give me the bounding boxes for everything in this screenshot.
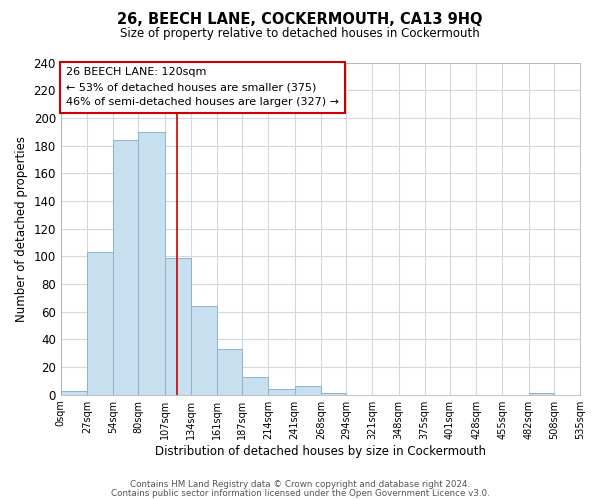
Y-axis label: Number of detached properties: Number of detached properties <box>15 136 28 322</box>
Bar <box>191 306 217 394</box>
Bar <box>61 390 87 394</box>
Bar <box>87 252 113 394</box>
X-axis label: Distribution of detached houses by size in Cockermouth: Distribution of detached houses by size … <box>155 444 486 458</box>
Bar <box>268 389 295 394</box>
Bar <box>242 376 268 394</box>
Bar <box>295 386 321 394</box>
Text: Size of property relative to detached houses in Cockermouth: Size of property relative to detached ho… <box>120 28 480 40</box>
Bar <box>217 349 242 395</box>
Bar <box>164 258 191 394</box>
Text: Contains public sector information licensed under the Open Government Licence v3: Contains public sector information licen… <box>110 488 490 498</box>
Text: Contains HM Land Registry data © Crown copyright and database right 2024.: Contains HM Land Registry data © Crown c… <box>130 480 470 489</box>
Bar <box>139 132 164 394</box>
Text: 26 BEECH LANE: 120sqm
← 53% of detached houses are smaller (375)
46% of semi-det: 26 BEECH LANE: 120sqm ← 53% of detached … <box>66 68 339 107</box>
Text: 26, BEECH LANE, COCKERMOUTH, CA13 9HQ: 26, BEECH LANE, COCKERMOUTH, CA13 9HQ <box>117 12 483 28</box>
Bar <box>113 140 139 394</box>
